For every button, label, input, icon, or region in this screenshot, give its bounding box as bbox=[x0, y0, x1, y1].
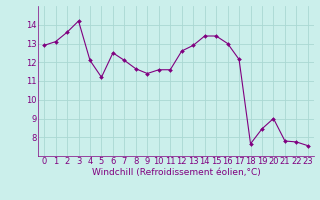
X-axis label: Windchill (Refroidissement éolien,°C): Windchill (Refroidissement éolien,°C) bbox=[92, 168, 260, 177]
